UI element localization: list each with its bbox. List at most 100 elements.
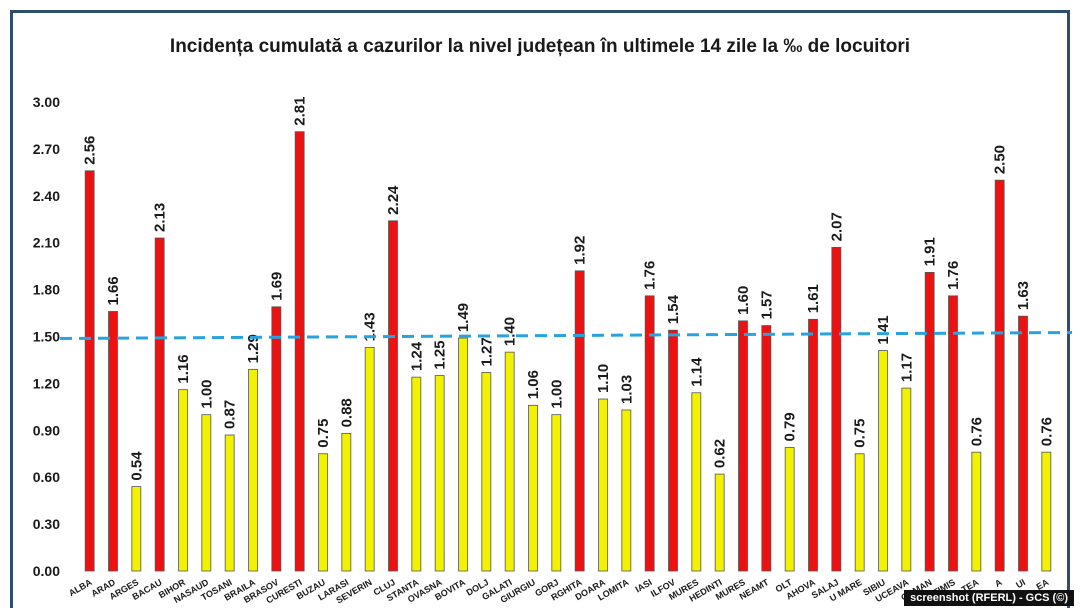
y-tick-label: 3.00 [33,94,60,110]
y-tick-label: 0.30 [33,516,60,532]
data-label: 1.00 [548,379,565,408]
x-tick-label: UI [1014,577,1027,590]
data-label: 1.92 [572,236,589,265]
bar [481,372,492,572]
data-label: 1.61 [805,284,822,313]
data-label: 1.29 [245,334,262,363]
data-label: 0.54 [128,451,145,481]
bar [551,414,562,572]
data-label: 1.24 [408,341,425,371]
bar [201,414,212,572]
data-label: 1.60 [735,286,752,315]
bar [154,237,165,572]
data-label: 1.76 [945,261,962,290]
data-label: 1.49 [455,303,472,332]
data-label: 1.54 [665,294,682,324]
bar [434,375,445,572]
y-tick-label: 0.00 [33,563,60,579]
bar [108,311,118,572]
data-label: 0.76 [1038,417,1055,446]
data-label: 0.75 [315,419,332,448]
bar [714,473,725,572]
x-tick-label: A [993,577,1004,589]
data-label: 0.76 [968,417,985,446]
data-label: 1.41 [875,315,892,344]
bar [411,376,422,572]
bar [388,220,398,572]
y-tick-label: 1.80 [33,282,60,298]
bar [901,387,912,572]
bar [994,179,1005,572]
bar [831,246,842,572]
bar [458,337,468,572]
bar [854,453,865,572]
bar [1041,451,1052,572]
bar [574,270,585,572]
credit-badge: screenshot (RFERL) - GCS (©) [904,590,1074,606]
y-tick-label: 0.60 [33,469,60,485]
data-label: 1.00 [198,379,215,408]
bar [948,295,958,572]
bar [178,389,188,572]
data-label: 2.07 [828,212,845,241]
bar [341,433,352,572]
bar [364,347,375,572]
bar [924,272,935,572]
x-tick-label: ALBA [67,577,94,598]
bar [224,434,235,572]
bar [84,170,95,572]
bar [504,351,515,572]
bar [971,451,982,572]
data-label: 1.17 [898,353,915,382]
bar [761,325,772,572]
data-label: 1.57 [758,290,775,319]
y-tick-label: 2.40 [33,188,60,204]
bar [691,392,702,572]
bar [784,447,795,572]
bar [878,350,888,572]
data-label: 0.62 [712,439,729,468]
bar [808,318,818,572]
bar [1018,315,1028,572]
bar [598,398,608,572]
bar [248,368,258,572]
data-label: 1.69 [268,272,285,301]
y-tick-label: 2.10 [33,235,60,251]
threshold-line [59,331,1073,340]
data-label: 1.25 [432,340,449,369]
data-label: 1.40 [502,317,519,346]
data-label: 0.87 [222,400,239,429]
data-label: 2.50 [992,145,1009,174]
data-label: 1.63 [1015,281,1032,310]
data-label: 0.88 [338,398,355,427]
y-tick-label: 1.50 [33,329,60,345]
bar [621,409,632,572]
chart-title: Incidența cumulată a cazurilor la nivel … [169,36,911,57]
data-label: 2.13 [152,203,169,232]
bar [738,320,748,572]
y-tick-label: 2.70 [33,141,60,157]
data-label: 1.43 [362,312,379,341]
data-label: 1.66 [105,276,122,305]
data-label: 2.56 [82,136,99,165]
data-label: 0.79 [782,412,799,441]
bar [294,131,305,572]
data-label: 1.16 [175,354,192,383]
data-label: 1.06 [525,370,542,399]
bar [528,404,538,572]
bar [644,295,655,572]
data-label: 1.10 [595,364,612,393]
bar [668,329,678,572]
data-label: 2.81 [292,97,309,126]
data-label: 1.27 [478,337,495,366]
data-label: 1.03 [618,375,635,404]
bar [131,486,142,572]
data-label: 1.76 [642,261,659,290]
y-tick-label: 0.90 [33,422,60,438]
data-label: 2.24 [385,185,402,215]
data-label: 1.14 [688,357,705,387]
y-tick-label: 1.20 [33,375,60,391]
data-label: 0.75 [852,419,869,448]
bar [318,453,328,572]
